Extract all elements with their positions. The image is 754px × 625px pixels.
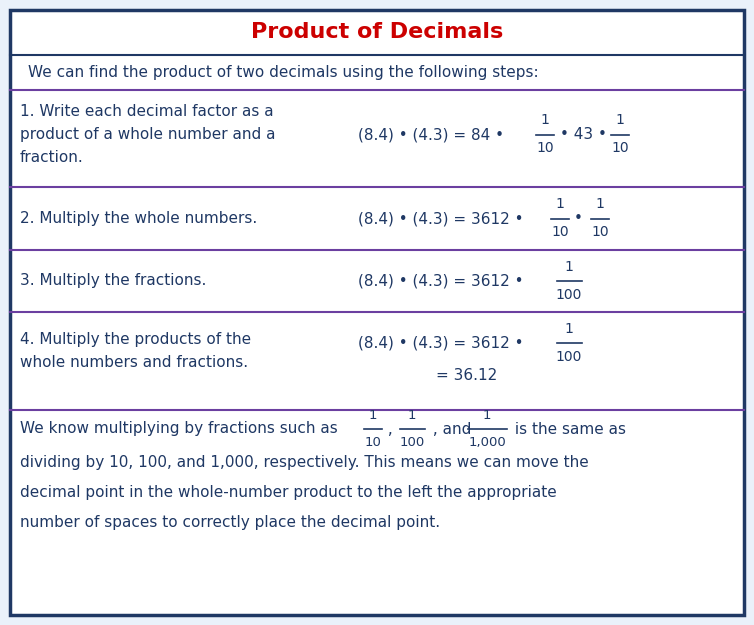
Text: 10: 10: [591, 226, 608, 239]
Text: 100: 100: [556, 350, 582, 364]
Text: 10: 10: [536, 141, 553, 156]
Text: (8.4) • (4.3) = 3612 •: (8.4) • (4.3) = 3612 •: [358, 274, 523, 289]
Text: 1: 1: [615, 114, 624, 128]
Text: (8.4) • (4.3) = 84 •: (8.4) • (4.3) = 84 •: [358, 127, 504, 142]
Text: 10: 10: [365, 436, 382, 449]
Text: dividing by 10, 100, and 1,000, respectively. This means we can move the: dividing by 10, 100, and 1,000, respecti…: [20, 454, 589, 469]
Text: We can find the product of two decimals using the following steps:: We can find the product of two decimals …: [28, 65, 538, 80]
Text: is the same as: is the same as: [510, 421, 626, 436]
Text: 2. Multiply the whole numbers.: 2. Multiply the whole numbers.: [20, 211, 257, 226]
Text: (8.4) • (4.3) = 3612 •: (8.4) • (4.3) = 3612 •: [358, 211, 523, 226]
Text: 1: 1: [483, 409, 492, 422]
Text: 1: 1: [369, 409, 377, 422]
Text: 1: 1: [596, 198, 605, 211]
Text: 10: 10: [551, 226, 569, 239]
Text: number of spaces to correctly place the decimal point.: number of spaces to correctly place the …: [20, 514, 440, 529]
Text: 1: 1: [565, 322, 574, 336]
Text: decimal point in the whole-number product to the left the appropriate: decimal point in the whole-number produc…: [20, 484, 556, 499]
Text: 1: 1: [565, 260, 574, 274]
Text: We know multiplying by fractions such as: We know multiplying by fractions such as: [20, 421, 338, 436]
Text: 3. Multiply the fractions.: 3. Multiply the fractions.: [20, 274, 207, 289]
Text: 1. Write each decimal factor as a
product of a whole number and a
fraction.: 1. Write each decimal factor as a produc…: [20, 104, 275, 166]
Text: 100: 100: [556, 288, 582, 302]
Text: 1,000: 1,000: [468, 436, 506, 449]
Text: , and: , and: [428, 421, 471, 436]
Text: 4. Multiply the products of the
whole numbers and fractions.: 4. Multiply the products of the whole nu…: [20, 332, 251, 370]
Text: 100: 100: [400, 436, 425, 449]
Text: Product of Decimals: Product of Decimals: [251, 22, 503, 42]
Text: 1: 1: [541, 114, 550, 128]
Text: ,: ,: [383, 421, 393, 436]
Text: = 36.12: = 36.12: [436, 368, 497, 382]
Text: •: •: [574, 211, 583, 226]
Text: • 43 •: • 43 •: [560, 127, 607, 142]
Text: 1: 1: [408, 409, 416, 422]
Text: 1: 1: [556, 198, 565, 211]
Text: (8.4) • (4.3) = 3612 •: (8.4) • (4.3) = 3612 •: [358, 336, 523, 351]
Text: 10: 10: [611, 141, 629, 156]
